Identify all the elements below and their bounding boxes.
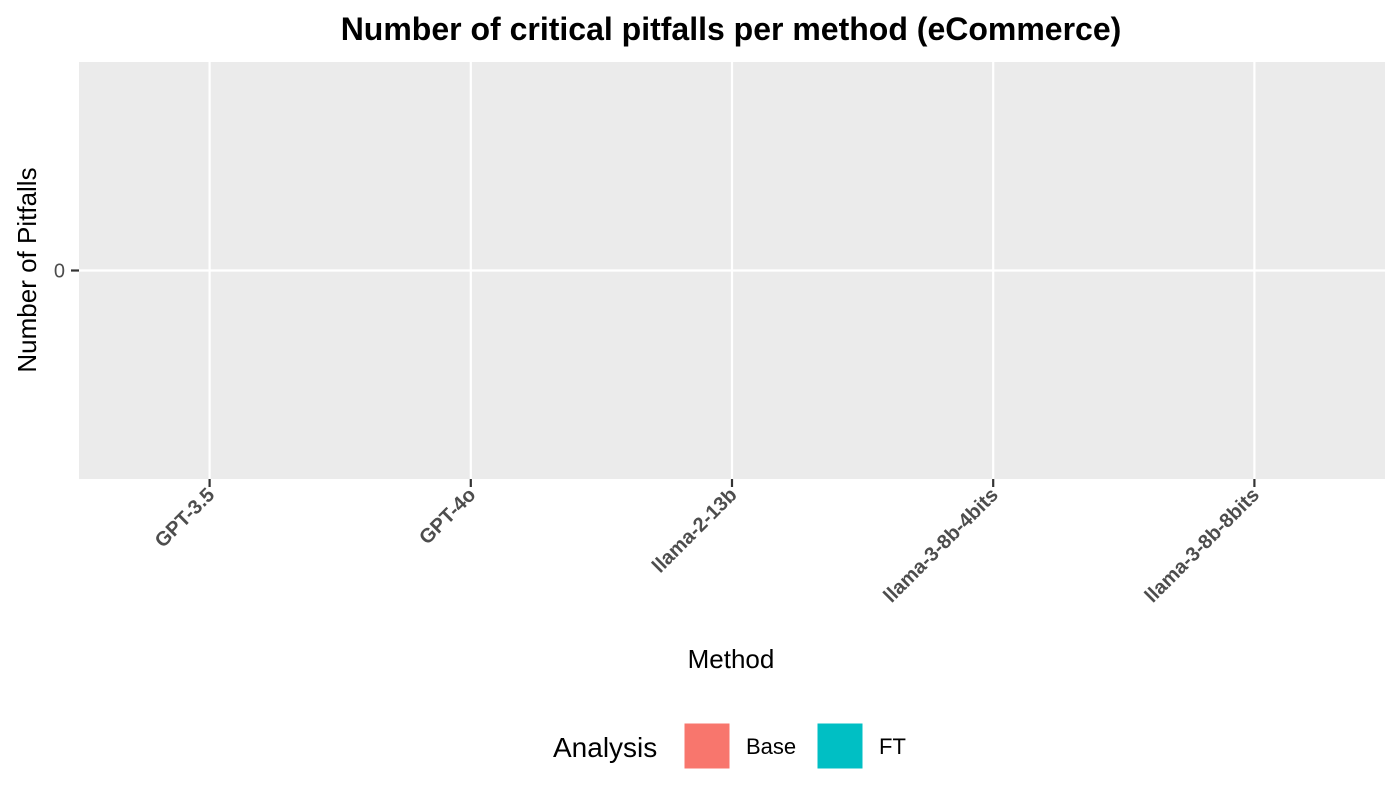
x-tick-label: llama-3-8b-4bits bbox=[880, 484, 1003, 607]
x-axis-title: Method bbox=[688, 644, 775, 674]
legend-key-ft bbox=[816, 722, 864, 770]
legend-title: Analysis bbox=[553, 732, 657, 763]
grid-lines bbox=[79, 62, 1385, 479]
x-tick-label: llama-2-13b bbox=[648, 484, 741, 577]
x-tick-label: GPT-4o bbox=[415, 484, 480, 549]
x-tick-label: llama-3-8b-8bits bbox=[1141, 484, 1264, 607]
legend-label-ft: FT bbox=[879, 734, 906, 759]
y-axis: 0 bbox=[54, 261, 79, 283]
chart-title: Number of critical pitfalls per method (… bbox=[341, 11, 1122, 47]
legend-key-base bbox=[683, 722, 731, 770]
y-axis-title: Number of Pitfalls bbox=[12, 167, 42, 372]
legend: Analysis Base FT bbox=[553, 722, 906, 770]
y-tick-label: 0 bbox=[54, 261, 65, 283]
x-axis: GPT-3.5 GPT-4o llama-2-13b llama-3-8b-4bits… bbox=[151, 479, 1264, 607]
legend-label-base: Base bbox=[746, 734, 796, 759]
x-tick-label: GPT-3.5 bbox=[151, 484, 219, 552]
